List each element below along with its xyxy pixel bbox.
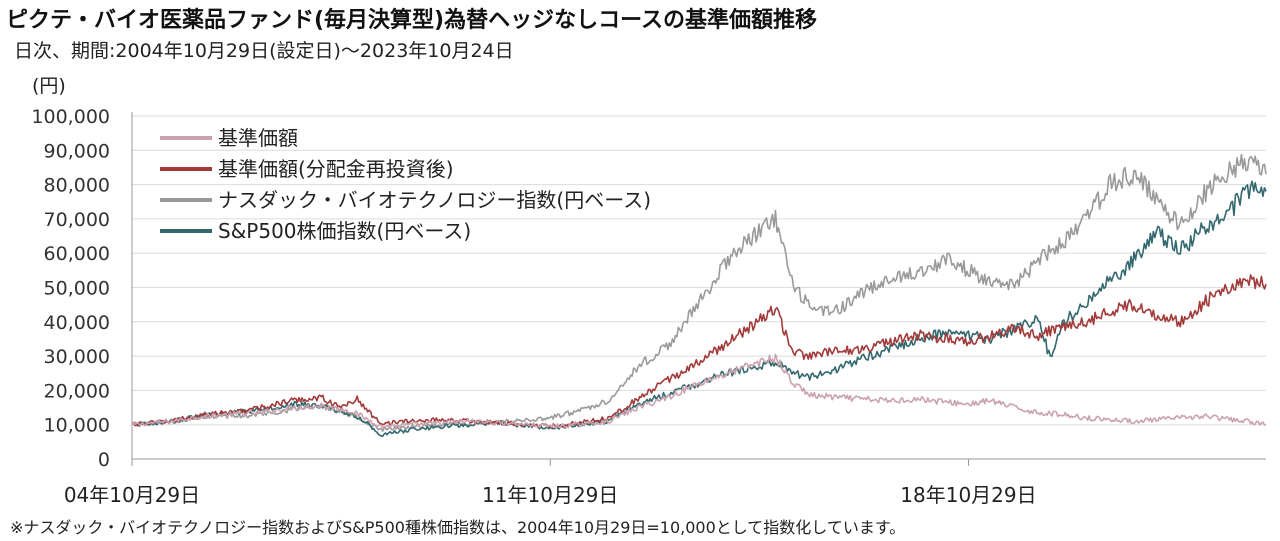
y-tick-label: 0 [98,449,110,471]
gridlines [132,115,1266,426]
y-tick-label: 20,000 [44,380,110,402]
y-tick-label: 100,000 [31,106,110,128]
legend-label: ナスダック・バイオテクノロジー指数(円ベース) [218,188,651,212]
footnote: ※ナスダック・バイオテクノロジー指数およびS&P500種株価指数は、2004年1… [10,518,906,537]
chart-subtitle: 日次、期間:2004年10月29日(設定日)〜2023年10月24日 [14,40,514,62]
y-tick-label: 70,000 [44,209,110,231]
y-tick-label: 40,000 [44,312,110,334]
chart-title: ピクテ・バイオ医薬品ファンド(毎月決算型)為替ヘッジなしコースの基準価額推移 [6,8,818,33]
y-axis-unit: (円) [32,75,66,97]
legend-label: 基準価額(分配金再投資後) [218,157,454,181]
x-tick-label: 11年10月29日 [482,483,618,507]
y-tick-label: 50,000 [44,278,110,300]
x-axis: 04年10月29日 11年10月29日 18年10月29日 [64,112,1266,507]
y-tick-label: 30,000 [44,346,110,368]
y-tick-label: 80,000 [44,175,110,197]
y-tick-label: 60,000 [44,243,110,265]
y-tick-label: 10,000 [44,415,110,437]
legend-label: S&P500株価指数(円ベース) [218,219,471,243]
y-tick-label: 90,000 [44,140,110,162]
series-lines [131,153,1267,438]
series-line [131,274,1267,430]
y-axis: 0 10,000 20,000 30,000 40,000 50,000 60,000 70,… [31,106,110,471]
legend-label: 基準価額 [218,126,298,150]
x-tick-label: 18年10月29日 [900,483,1036,507]
series-line [131,353,1267,429]
x-tick-label: 04年10月29日 [64,483,200,507]
